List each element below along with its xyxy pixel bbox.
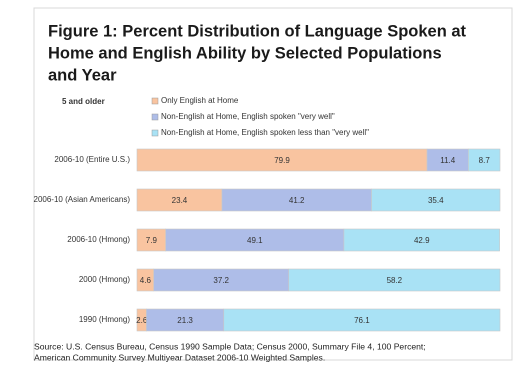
legend-label: Only English at Home	[161, 96, 239, 105]
bar-segment	[223, 308, 501, 332]
data-label: 4.6	[140, 276, 152, 285]
data-label: 2.6	[136, 316, 148, 325]
category-label: 2006-10 (Entire U.S.)	[54, 155, 130, 164]
data-label: 49.1	[247, 236, 263, 245]
bar-segment	[343, 228, 500, 252]
bar-segment	[371, 188, 501, 212]
data-label: 79.9	[274, 156, 290, 165]
bar-segment	[468, 148, 501, 172]
data-label: 37.2	[213, 276, 229, 285]
legend-label: Non-English at Home, English spoken less…	[161, 128, 369, 137]
data-label: 41.2	[289, 196, 305, 205]
bar-segment	[288, 268, 501, 292]
data-label: 35.4	[428, 196, 444, 205]
chart-title: Figure 1: Percent Distribution of Langua…	[48, 22, 467, 40]
legend-swatch	[151, 129, 159, 137]
chart-title: Home and English Ability by Selected Pop…	[48, 44, 442, 62]
source-note: Source: U.S. Census Bureau, Census 1990 …	[34, 341, 426, 351]
legend-swatch	[151, 113, 159, 121]
data-label: 7.9	[146, 236, 158, 245]
legend-label: Non-English at Home, English spoken "ver…	[161, 112, 335, 121]
category-label: 2006-10 (Hmong)	[67, 235, 130, 244]
data-label: 23.4	[172, 196, 188, 205]
data-label: 76.1	[354, 316, 370, 325]
data-label: 42.9	[414, 236, 430, 245]
data-label: 58.2	[387, 276, 403, 285]
legend-swatch	[151, 97, 159, 105]
category-label: 2000 (Hmong)	[79, 275, 130, 284]
chart-title: and Year	[48, 66, 117, 84]
chart-frame	[33, 7, 513, 361]
data-label: 21.3	[177, 316, 193, 325]
category-label: 2006-10 (Asian Americans)	[34, 195, 131, 204]
data-label: 11.4	[440, 156, 456, 165]
subtitle: 5 and older	[62, 97, 105, 106]
source-note: American Community Survey Multiyear Data…	[34, 352, 325, 362]
data-label: 8.7	[479, 156, 491, 165]
category-label: 1990 (Hmong)	[79, 315, 130, 324]
